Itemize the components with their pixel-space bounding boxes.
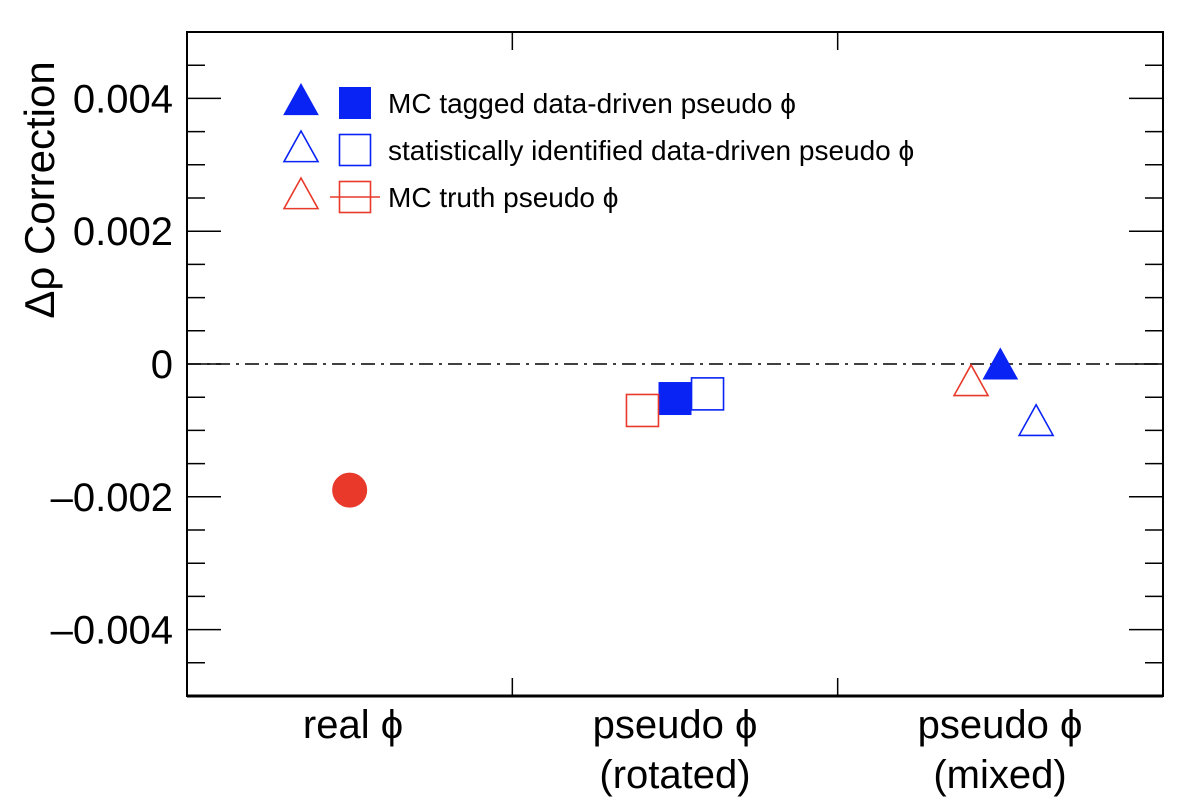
- category-labels: real ϕ pseudo ϕ (rotated) pseudo ϕ (mixed): [303, 703, 1082, 797]
- y-tick-label: 0.002: [73, 210, 173, 254]
- legend: MC tagged data-driven pseudo ϕ statistica…: [282, 82, 914, 214]
- category-label: pseudo ϕ: [593, 703, 758, 747]
- category-label: real ϕ: [303, 703, 403, 747]
- y-axis-label: Δρ Correction: [16, 61, 63, 318]
- data-point-open-mixed: [1017, 403, 1055, 437]
- category-label: (rotated): [599, 753, 750, 797]
- data-points: [332, 347, 1055, 508]
- data-point-open-rotated: [625, 393, 660, 428]
- data-point-open-rotated: [690, 377, 725, 411]
- legend-triangle-marker: [282, 176, 320, 210]
- category-label: (mixed): [933, 753, 1066, 797]
- legend-triangle-marker: [283, 82, 319, 116]
- legend-square-marker: [339, 87, 371, 119]
- data-point-open-mixed: [952, 363, 990, 397]
- legend-square-marker: [338, 133, 372, 167]
- legend-square-marker: [338, 180, 372, 214]
- legend-triangle-marker: [282, 129, 320, 163]
- y-tick-label: 0.004: [73, 77, 173, 121]
- data-point-circle-filled-real: [332, 472, 368, 508]
- y-tick-label: –0.002: [51, 476, 173, 520]
- x-ticks: [511, 32, 839, 696]
- category-label: pseudo ϕ: [918, 703, 1083, 747]
- y-axis-title: Δρ Correction: [16, 61, 63, 318]
- y-tick-label: 0: [151, 343, 173, 387]
- y-tick-label: –0.004: [51, 609, 173, 653]
- legend-label: MC tagged data-driven pseudo ϕ: [388, 88, 796, 119]
- y-ticks: 0.004 0.002 0 –0.002 –0.004: [51, 31, 1163, 697]
- data-point-filled-rotated: [658, 382, 692, 416]
- data-point-filled-mixed: [982, 347, 1019, 380]
- legend-label: statistically identified data-driven pse…: [388, 135, 914, 166]
- legend-label: MC truth pseudo ϕ: [388, 182, 618, 213]
